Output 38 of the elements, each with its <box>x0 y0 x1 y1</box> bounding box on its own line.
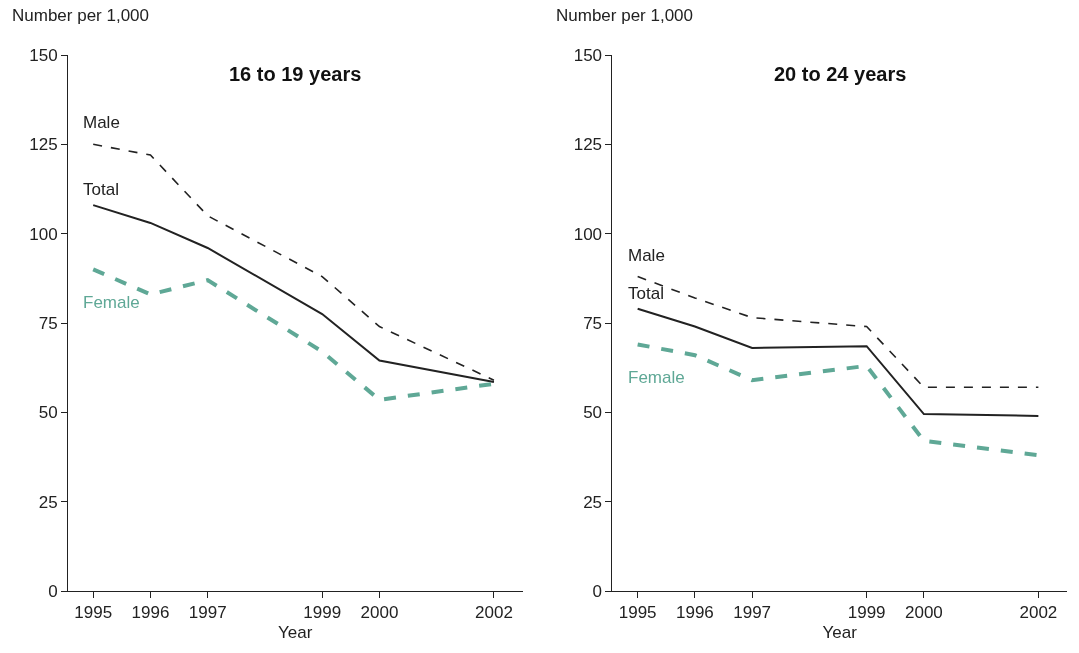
y-tick-label: 150 <box>29 45 58 65</box>
x-tick-label: 1997 <box>733 603 772 623</box>
chart-title: 16 to 19 years <box>229 63 362 85</box>
x-tick-label: 1996 <box>131 603 170 623</box>
x-tick-label: 2002 <box>475 603 513 623</box>
series-label: Female <box>628 368 685 387</box>
x-tick-label: 2000 <box>360 603 399 623</box>
y-tick-label: 25 <box>38 492 58 512</box>
x-tick-label: 1995 <box>618 603 657 623</box>
y-tick-label: 0 <box>592 581 603 601</box>
y-tick-label: 25 <box>583 492 603 512</box>
x-tick-label: 1999 <box>847 603 886 623</box>
series-label: Total <box>628 284 664 303</box>
x-axis-title: Year <box>822 622 858 642</box>
y-tick-label: 150 <box>573 45 603 65</box>
series-label: Female <box>83 293 140 312</box>
y-tick-label: 0 <box>48 581 58 601</box>
x-axis-title: Year <box>278 622 313 642</box>
x-tick-label: 1995 <box>74 603 113 623</box>
y-tick-label: 125 <box>29 135 58 155</box>
y-tick-label: 75 <box>38 313 58 333</box>
x-tick-label: 2000 <box>904 603 943 623</box>
x-tick-label: 1999 <box>303 603 342 623</box>
y-axis-title: Number per 1,000 <box>556 6 694 25</box>
y-tick-label: 125 <box>573 135 603 155</box>
series-label: Male <box>628 246 665 265</box>
series-label: Total <box>83 180 119 199</box>
chart-title: 20 to 24 years <box>774 63 907 85</box>
y-tick-label: 75 <box>583 313 603 333</box>
x-tick-label: 1997 <box>188 603 227 623</box>
y-axis-title: Number per 1,000 <box>12 6 150 25</box>
series-label: Male <box>83 113 120 132</box>
x-tick-label: 1996 <box>675 603 714 623</box>
y-tick-label: 50 <box>583 403 603 423</box>
x-tick-label: 2002 <box>1019 603 1058 623</box>
y-tick-label: 100 <box>573 224 603 244</box>
y-tick-label: 100 <box>29 224 58 244</box>
y-tick-label: 50 <box>38 403 58 423</box>
